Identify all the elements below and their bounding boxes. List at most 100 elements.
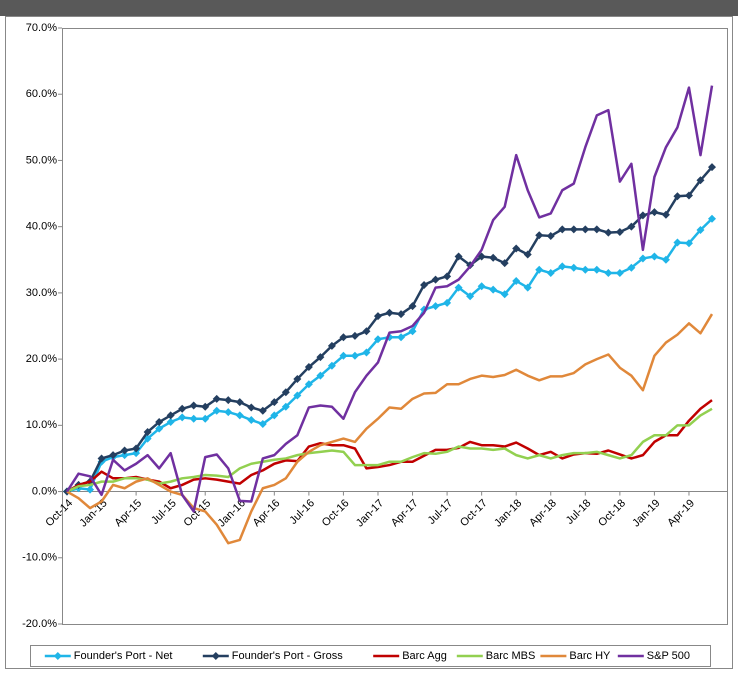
series-line	[66, 313, 714, 545]
series-line	[65, 85, 714, 513]
series-marker	[316, 371, 325, 380]
y-tick-label: -20.0%	[22, 618, 57, 630]
series-marker	[373, 335, 382, 344]
series-marker	[684, 239, 693, 248]
series-marker	[247, 416, 256, 425]
series-marker	[569, 225, 578, 234]
series-marker	[604, 228, 613, 237]
series-marker	[270, 411, 279, 420]
series-marker	[224, 396, 233, 405]
series-marker	[166, 411, 175, 420]
series-marker	[408, 327, 417, 336]
series-marker	[477, 282, 486, 291]
series-marker	[304, 363, 313, 372]
series-marker	[189, 414, 198, 423]
series-marker	[638, 254, 647, 263]
series-marker	[454, 252, 463, 261]
series-marker	[178, 413, 187, 422]
series-marker	[350, 331, 359, 340]
y-tick-label: 10.0%	[26, 419, 57, 431]
series-marker	[293, 374, 302, 383]
y-tick-label: 20.0%	[26, 353, 57, 365]
series-marker	[615, 269, 624, 278]
series-marker	[627, 263, 636, 272]
series-marker	[385, 308, 394, 317]
series-marker	[189, 401, 198, 410]
series-marker	[604, 269, 613, 278]
series-marker	[661, 210, 670, 219]
series-marker	[155, 424, 164, 433]
series-marker	[523, 283, 532, 292]
legend-marker	[53, 652, 62, 660]
series-line	[66, 399, 713, 493]
series-marker	[258, 406, 267, 415]
series-marker	[270, 398, 279, 407]
y-tick-label: 40.0%	[26, 221, 57, 233]
y-tick-label: -10.0%	[22, 552, 57, 564]
legend-label: Barc Agg	[402, 650, 447, 662]
series-marker	[512, 244, 521, 253]
series-marker	[224, 408, 233, 417]
series-marker	[109, 451, 118, 460]
y-tick-label: 0.0%	[32, 485, 57, 497]
series-marker	[454, 283, 463, 292]
series-marker	[535, 231, 544, 240]
series-marker	[500, 290, 509, 299]
legend-label: Founder's Port - Gross	[232, 650, 343, 662]
legend-label: Founder's Port - Net	[74, 650, 173, 662]
series-marker	[120, 451, 129, 460]
header-bar	[0, 0, 738, 16]
series-marker	[431, 302, 440, 311]
series-marker	[546, 231, 555, 240]
series-marker	[304, 380, 313, 389]
series-marker	[247, 403, 256, 412]
series-marker	[489, 253, 498, 262]
legend-box	[30, 645, 711, 667]
series-marker	[166, 418, 175, 427]
series-marker	[235, 398, 244, 407]
series-marker	[708, 214, 716, 223]
series-marker	[696, 176, 705, 185]
series-marker	[132, 444, 141, 453]
series-marker	[477, 252, 486, 261]
series-line	[66, 407, 713, 493]
chart-frame	[5, 16, 733, 669]
series-marker	[569, 263, 578, 272]
series-marker	[592, 225, 601, 234]
series-marker	[661, 255, 670, 264]
y-tick-label: 70.0%	[26, 22, 57, 34]
series-marker	[558, 262, 567, 271]
series-marker	[281, 402, 290, 411]
y-tick-label: 30.0%	[26, 287, 57, 299]
series-marker	[650, 208, 659, 217]
series-marker	[581, 225, 590, 234]
series-marker	[408, 302, 417, 311]
series-marker	[86, 485, 95, 494]
series-marker	[581, 265, 590, 274]
series-marker	[397, 310, 406, 319]
series-marker	[155, 418, 164, 427]
series-marker	[132, 449, 141, 458]
series-marker	[615, 227, 624, 236]
series-marker	[327, 361, 336, 370]
series-marker	[281, 388, 290, 397]
series-marker	[592, 265, 601, 274]
series-marker	[673, 238, 682, 247]
series-marker	[512, 276, 521, 285]
series-marker	[500, 259, 509, 268]
series-marker	[362, 327, 371, 336]
legend-label: S&P 500	[647, 650, 690, 662]
series-marker	[212, 394, 221, 403]
y-tick-label: 50.0%	[26, 154, 57, 166]
series-marker	[397, 333, 406, 342]
series-marker	[201, 414, 210, 423]
series-marker	[212, 406, 221, 415]
series-marker	[143, 427, 152, 436]
series-marker	[708, 163, 716, 172]
series-marker	[489, 285, 498, 294]
series-marker	[420, 280, 429, 289]
series-marker	[558, 225, 567, 234]
series-marker	[316, 353, 325, 362]
series-marker	[293, 391, 302, 400]
